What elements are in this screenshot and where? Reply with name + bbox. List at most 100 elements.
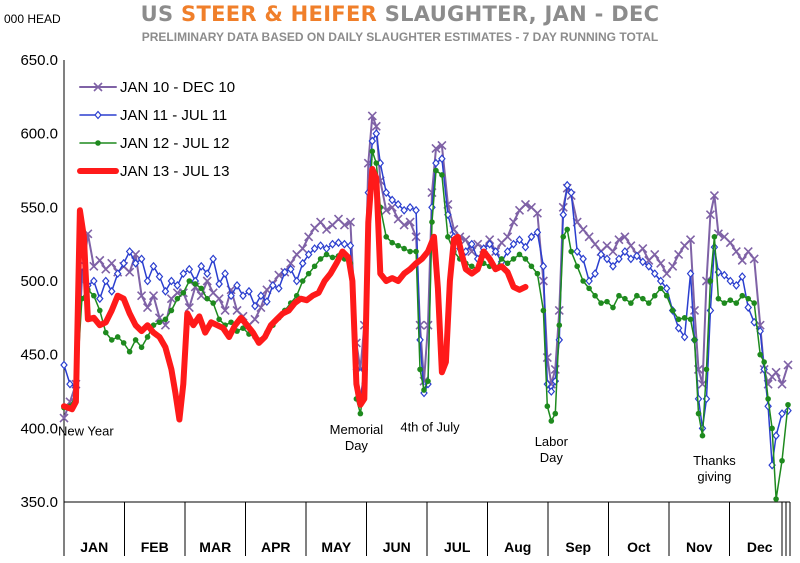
diamond-marker (591, 269, 599, 279)
diamond-marker (96, 294, 104, 304)
x-marker (107, 258, 117, 268)
x-marker (777, 379, 787, 389)
diamond-marker (738, 272, 747, 282)
dot-marker (769, 425, 775, 432)
dot-marker (765, 396, 771, 402)
dot-marker (395, 242, 401, 249)
x-marker (137, 291, 147, 301)
dot-marker (707, 278, 714, 284)
x-marker (590, 239, 600, 249)
y-tick-label: 450.0 (20, 347, 58, 364)
x-marker (520, 199, 531, 209)
annotation-label: Labor Day (535, 434, 569, 465)
diamond-marker (173, 280, 182, 290)
dot-marker (156, 319, 163, 326)
diamond-marker (251, 301, 259, 311)
x-marker (656, 258, 666, 268)
diamond-marker (269, 280, 277, 290)
diamond-marker (509, 239, 518, 249)
dot-marker (528, 263, 535, 270)
dot-marker (91, 292, 97, 299)
dot-marker (548, 418, 555, 424)
diamond-marker (328, 239, 337, 249)
diamond-marker (316, 241, 325, 251)
diamond-marker (215, 279, 223, 289)
dot-marker (498, 256, 505, 262)
x-tick-label: JUL (444, 539, 471, 555)
dot-marker (703, 366, 710, 373)
dot-marker (373, 160, 380, 166)
diamond-marker (107, 286, 116, 296)
dot-marker (616, 292, 622, 299)
x-marker (371, 121, 381, 131)
legend-label: JAN 13 - JUL 13 (120, 163, 230, 180)
diamond-marker (125, 247, 134, 256)
diamond-marker (521, 242, 530, 252)
dot-marker (445, 234, 451, 240)
dot-marker (604, 298, 610, 305)
x-marker (184, 302, 194, 313)
dot-marker (727, 297, 734, 303)
x-marker (399, 220, 409, 230)
x-marker (584, 232, 594, 242)
dot-marker (751, 300, 757, 306)
x-marker (461, 235, 471, 245)
x-marker (250, 314, 260, 324)
x-tick-label: Dec (747, 539, 773, 555)
x-marker (771, 367, 781, 377)
dot-marker (114, 334, 121, 340)
dot-marker (126, 348, 133, 355)
diamond-marker (778, 409, 786, 419)
diamond-marker (406, 202, 414, 212)
x-marker (142, 302, 153, 313)
x-marker (381, 205, 391, 215)
dot-marker (651, 292, 658, 299)
diamond-marker (372, 129, 381, 139)
annotation-label: 4th of July (400, 419, 460, 434)
x-marker (749, 254, 759, 264)
diamond-marker (627, 254, 635, 264)
x-tick-label: APR (261, 539, 291, 555)
series-layer (59, 111, 793, 502)
diamond-marker (90, 276, 98, 286)
dot-marker (311, 263, 318, 270)
dot-marker (715, 295, 722, 302)
diamond-marker (394, 199, 402, 209)
annotation-label: New Year (58, 424, 114, 439)
diamond-marker (400, 205, 408, 215)
dot-marker (216, 316, 222, 323)
chart-subtitle: PRELIMINARY DATA BASED ON DAILY SLAUGHTE… (141, 30, 659, 44)
dot-marker (711, 234, 718, 240)
diamond-marker (726, 276, 735, 286)
x-marker (95, 255, 105, 265)
x-marker (532, 208, 542, 218)
diamond-marker (503, 247, 512, 256)
dot-marker (174, 295, 181, 302)
dot-marker (645, 300, 652, 306)
title-part-3: SLAUGHTER, JAN - DEC (377, 2, 660, 26)
dot-marker (721, 300, 728, 306)
annotation-label: Memorial Day (330, 422, 384, 453)
dot-marker (468, 263, 475, 270)
x-marker (93, 82, 103, 92)
diamond-marker (491, 247, 500, 256)
x-marker (668, 261, 678, 271)
diamond-marker (644, 261, 653, 271)
dot-marker (522, 256, 529, 262)
diamond-marker (221, 269, 229, 279)
y-unit-label: 000 HEAD (4, 12, 61, 26)
diamond-marker (674, 323, 683, 333)
x-marker (148, 291, 159, 301)
diamond-marker (257, 291, 265, 301)
series-3 (61, 148, 791, 502)
diamond-marker (119, 258, 128, 268)
diamond-marker (416, 335, 424, 345)
dot-marker (598, 300, 604, 306)
diamond-marker (310, 244, 319, 254)
dot-marker (592, 292, 598, 299)
x-tick-label: FEB (141, 539, 169, 555)
dot-marker (407, 248, 413, 255)
diamond-marker (567, 188, 575, 198)
x-marker (662, 269, 672, 279)
dot-marker (552, 410, 559, 417)
